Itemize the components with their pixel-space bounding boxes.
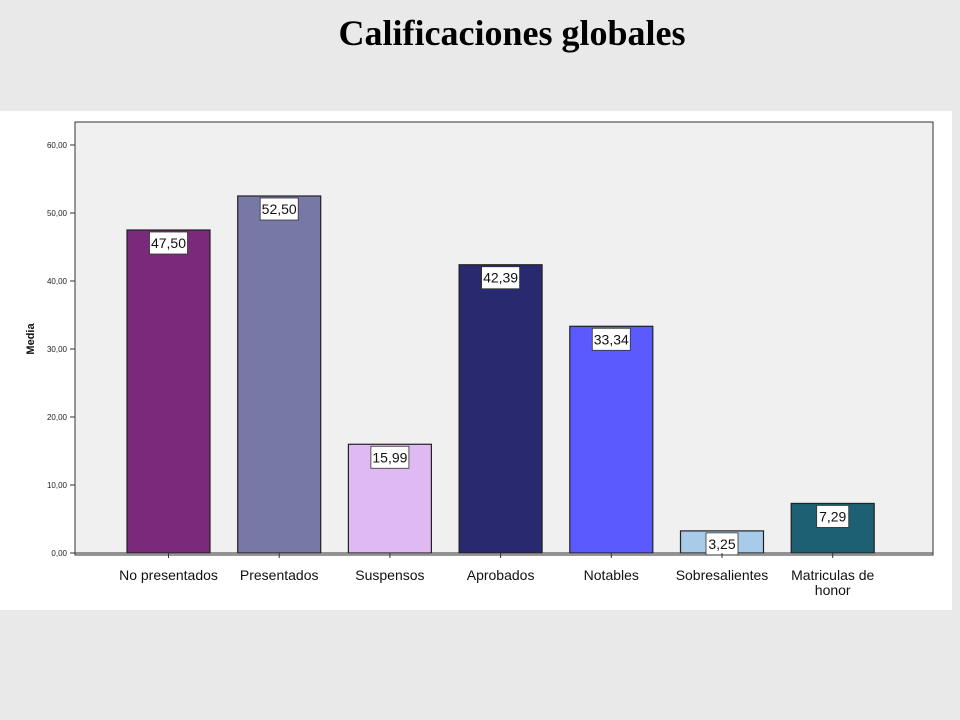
- data-label: 3,25: [708, 536, 735, 552]
- bar: [126, 229, 211, 554]
- data-label: 15,99: [372, 449, 407, 465]
- y-axis-title: Media: [25, 323, 37, 355]
- y-tick-label: 60,00: [47, 141, 68, 150]
- category-label: Matriculas de honor: [791, 567, 874, 598]
- data-label-box: [481, 266, 521, 290]
- category-label: Sobresalientes: [676, 567, 769, 583]
- category-label: Notables: [584, 567, 639, 583]
- data-label: 42,39: [483, 270, 518, 286]
- data-label: 33,34: [594, 331, 629, 347]
- y-tick-label: 10,00: [47, 481, 68, 490]
- bar: [458, 264, 543, 554]
- data-label: 47,50: [151, 235, 186, 251]
- data-label-box: [149, 231, 188, 255]
- data-label: 52,50: [262, 201, 297, 217]
- bar: [237, 195, 322, 554]
- category-label: Suspensos: [355, 567, 424, 583]
- y-tick-label: 30,00: [47, 345, 68, 354]
- y-tick-label: 0,00: [51, 549, 67, 558]
- chart-panel: Media 0,00 10,00 20,00 30,00 40,00 50,00 60,00…: [0, 111, 952, 610]
- category-label: No presentados: [119, 567, 218, 583]
- data-label-box: [591, 327, 631, 351]
- category-label: Aprobados: [467, 567, 535, 583]
- data-label-box: [816, 505, 850, 528]
- category-label: Presentados: [240, 567, 319, 583]
- data-label-box: [370, 445, 410, 469]
- y-tick-label: 20,00: [47, 413, 68, 422]
- chart-title: Calificaciones globales: [338, 13, 686, 53]
- bar: [569, 325, 654, 554]
- data-label: 7,29: [819, 508, 846, 524]
- y-tick-label: 40,00: [47, 277, 68, 286]
- data-label-box: [259, 197, 299, 221]
- y-tick-label: 50,00: [47, 209, 68, 218]
- bar-chart: Media 0,00 10,00 20,00 30,00 40,00 50,00 60,00…: [25, 121, 934, 598]
